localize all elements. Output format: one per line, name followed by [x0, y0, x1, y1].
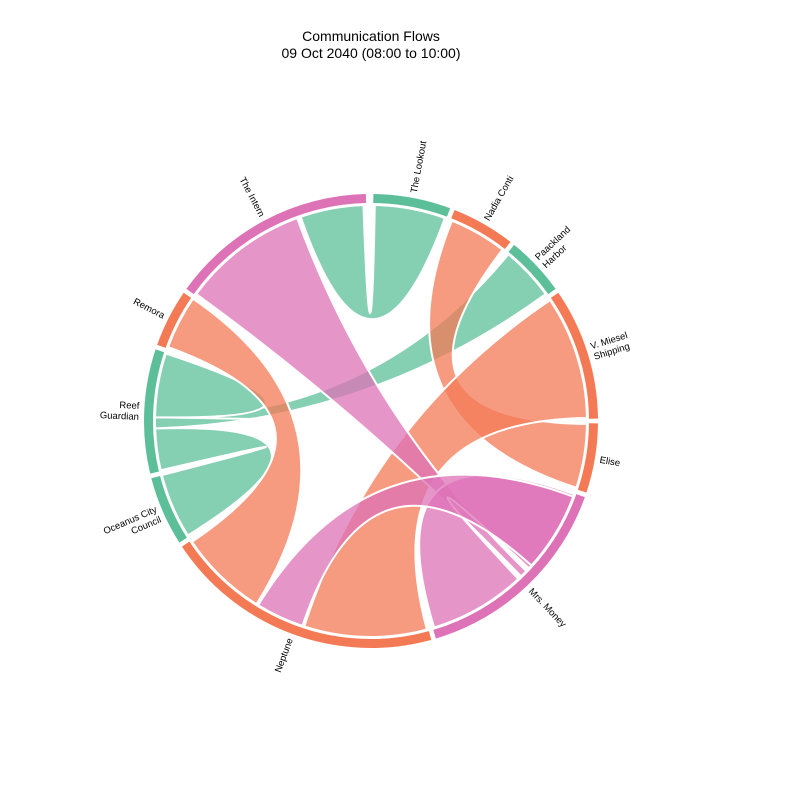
node-label-line: Guardian — [100, 410, 140, 423]
chart-title: Communication Flows — [302, 28, 440, 44]
node-arc-remora — [157, 292, 192, 348]
node-label-line: Mrs. Money — [526, 586, 568, 630]
flow-ribbon-reef-guardian-to-reef-guardian — [154, 352, 267, 421]
flow-ribbon-neptune-to-remora — [166, 297, 303, 606]
node-arcs-group — [144, 194, 598, 648]
node-label-line: Remora — [131, 296, 167, 321]
node-label-line: Neptune — [273, 637, 296, 674]
flow-ribbon-mrs-money-to-neptune — [256, 473, 575, 628]
node-arc-nadia-conti — [451, 209, 511, 249]
ribbons-group — [153, 204, 588, 639]
node-label-v-miesel-shipping: V. MieselShipping — [589, 330, 632, 362]
node-arc-reef-guardian — [144, 349, 165, 474]
node-arc-the-lookout — [373, 194, 451, 217]
node-label-neptune: Neptune — [273, 637, 296, 674]
flow-ribbon-reef-guardian-to-oceanus-city-council — [154, 427, 273, 537]
node-label-paackland-harbor: PaacklandHarbor — [533, 224, 580, 270]
node-arc-v-miesel-shipping — [550, 292, 598, 419]
node-label-reef-guardian: ReefGuardian — [100, 399, 140, 423]
chart-subtitle: 09 Oct 2040 (08:00 to 10:00) — [281, 45, 460, 61]
node-label-mrs-money: Mrs. Money — [526, 586, 568, 630]
flow-ribbon-the-lookout-to-the-intern — [299, 204, 447, 320]
node-arc-paackland-harbor — [508, 244, 556, 295]
node-arc-elise — [577, 423, 598, 493]
node-label-line: The Intern — [237, 175, 267, 218]
node-label-line: Reef — [119, 400, 140, 412]
node-arc-the-intern — [186, 194, 367, 295]
node-label-the-intern: The Intern — [237, 175, 267, 218]
node-label-line: Nadia Conti — [482, 174, 516, 223]
node-label-line: Elise — [599, 455, 621, 469]
node-label-remora: Remora — [131, 296, 167, 321]
node-label-line: The Lookout — [409, 140, 430, 194]
node-label-oceanus-city-council: Oceanus CityCouncil — [102, 504, 163, 547]
node-label-elise: Elise — [599, 455, 621, 469]
node-arc-oceanus-city-council — [151, 475, 187, 543]
node-label-the-lookout: The Lookout — [409, 140, 430, 194]
node-label-nadia-conti: Nadia Conti — [482, 174, 516, 223]
node-arc-neptune — [181, 541, 432, 648]
